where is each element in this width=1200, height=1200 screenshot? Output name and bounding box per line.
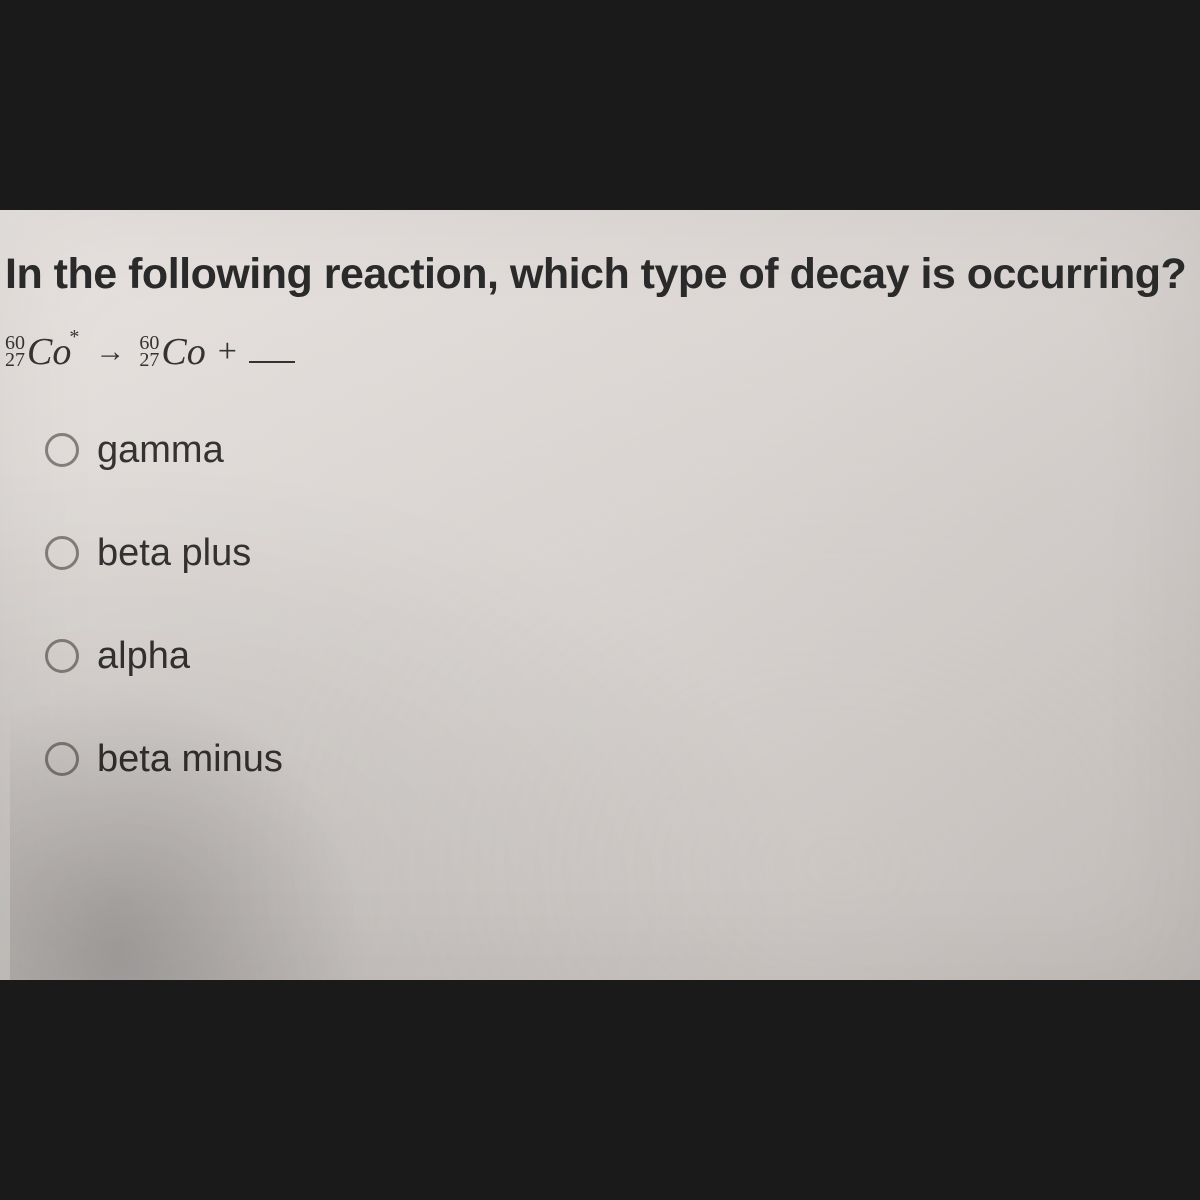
option-alpha[interactable]: alpha (45, 635, 1200, 678)
fill-blank (249, 361, 295, 363)
reactant-isotope: 60 27 Co * (5, 330, 81, 374)
options-group: gamma beta plus alpha beta minus (5, 429, 1200, 781)
product-indices: 60 27 (139, 335, 159, 369)
viewport: In the following reaction, which type of… (0, 0, 1200, 1200)
option-label: alpha (97, 635, 190, 678)
plus-sign: + (218, 333, 237, 371)
reactant-z: 27 (5, 352, 25, 369)
reactant-symbol: Co (27, 330, 71, 374)
radio-icon[interactable] (45, 742, 79, 776)
option-label: gamma (97, 429, 224, 472)
product-symbol: Co (161, 330, 205, 374)
option-beta-minus[interactable]: beta minus (45, 738, 1200, 781)
option-label: beta plus (97, 532, 251, 575)
decay-equation: 60 27 Co * → 60 27 Co + (5, 330, 1200, 374)
reactant-indices: 60 27 (5, 335, 25, 369)
product-isotope: 60 27 Co (139, 330, 205, 374)
radio-icon[interactable] (45, 536, 79, 570)
question-card: In the following reaction, which type of… (0, 210, 1200, 980)
option-beta-plus[interactable]: beta plus (45, 532, 1200, 575)
option-gamma[interactable]: gamma (45, 429, 1200, 472)
radio-icon[interactable] (45, 433, 79, 467)
product-z: 27 (139, 352, 159, 369)
radio-icon[interactable] (45, 639, 79, 673)
option-label: beta minus (97, 738, 283, 781)
excited-state-marker: * (69, 326, 79, 349)
question-prompt: In the following reaction, which type of… (5, 248, 1178, 302)
reaction-arrow: → (95, 335, 125, 369)
